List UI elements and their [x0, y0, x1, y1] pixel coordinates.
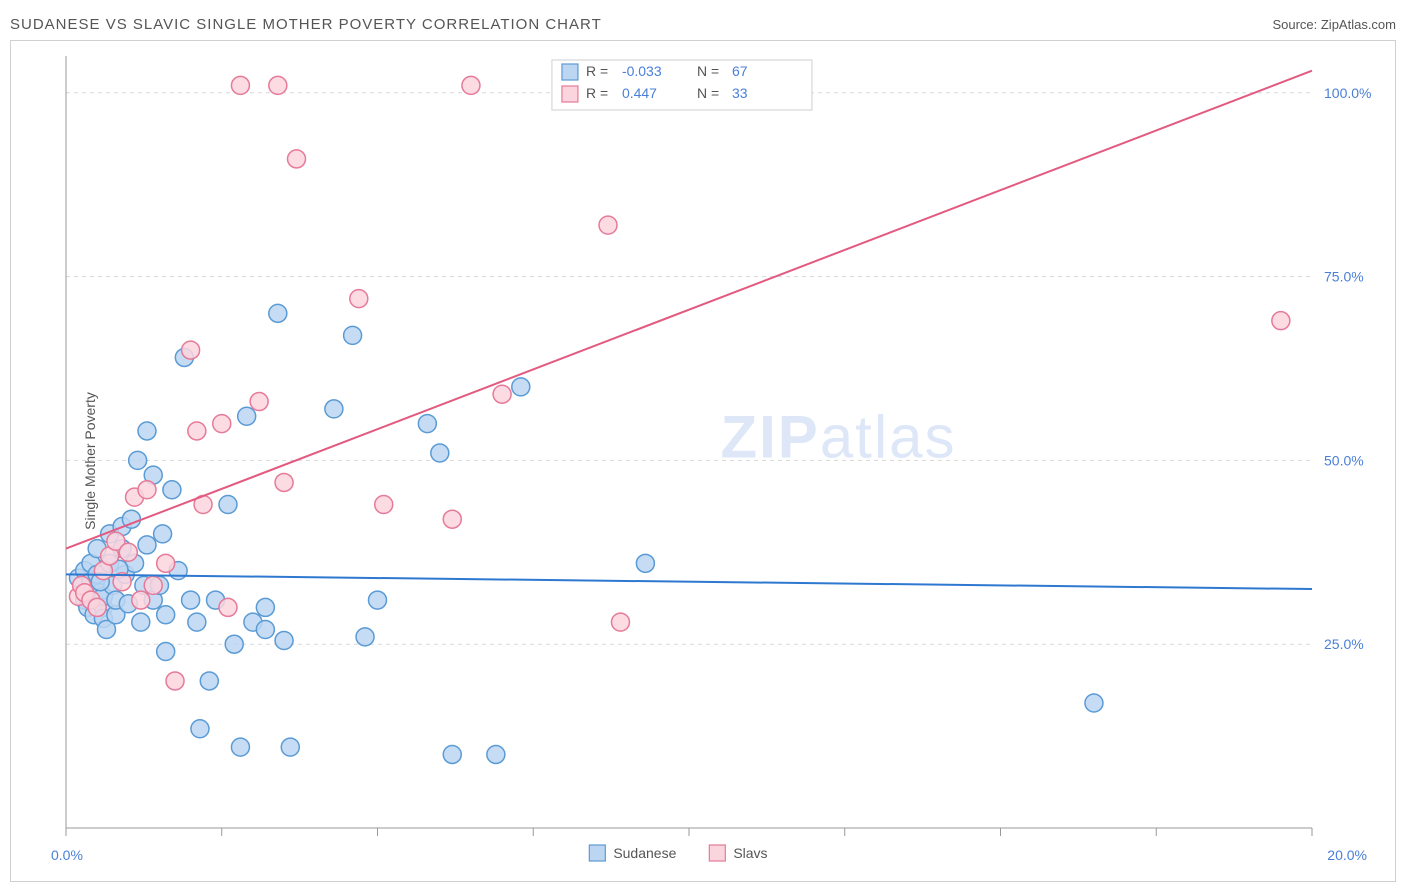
data-point: [182, 591, 200, 609]
data-point: [188, 422, 206, 440]
data-point: [1085, 694, 1103, 712]
data-point: [132, 591, 150, 609]
data-point: [138, 536, 156, 554]
bottom-legend-swatch: [709, 845, 725, 861]
data-point: [443, 510, 461, 528]
source-link[interactable]: ZipAtlas.com: [1321, 17, 1396, 32]
data-point: [493, 385, 511, 403]
legend-r-value: 0.447: [622, 85, 657, 101]
data-point: [163, 481, 181, 499]
bottom-legend-label: Sudanese: [613, 845, 676, 861]
data-point: [157, 606, 175, 624]
data-point: [350, 290, 368, 308]
data-point: [275, 632, 293, 650]
data-point: [443, 745, 461, 763]
x-tick-label: 0.0%: [51, 847, 83, 863]
data-point: [166, 672, 184, 690]
data-point: [281, 738, 299, 756]
legend-n-label: N =: [697, 63, 719, 79]
data-point: [599, 216, 617, 234]
data-point: [269, 304, 287, 322]
data-point: [418, 415, 436, 433]
data-point: [431, 444, 449, 462]
data-point: [213, 415, 231, 433]
source-label: Source: ZipAtlas.com: [1272, 17, 1396, 32]
data-point: [512, 378, 530, 396]
data-point: [269, 76, 287, 94]
data-point: [256, 620, 274, 638]
legend-n-value: 67: [732, 63, 748, 79]
data-point: [487, 745, 505, 763]
y-tick-label: 75.0%: [1324, 269, 1364, 285]
data-point: [238, 407, 256, 425]
data-point: [375, 495, 393, 513]
data-point: [611, 613, 629, 631]
data-point: [636, 554, 654, 572]
chart-container: Single Mother Poverty 25.0% 50.0% 75.0% 100…: [10, 40, 1396, 882]
data-point: [191, 720, 209, 738]
data-point: [144, 576, 162, 594]
legend-r-label: R =: [586, 63, 608, 79]
legend-swatch: [562, 86, 578, 102]
data-point: [1272, 312, 1290, 330]
watermark: ZIPatlas: [720, 403, 956, 470]
title-bar: SUDANESE VS SLAVIC SINGLE MOTHER POVERTY…: [10, 10, 1396, 38]
bottom-legend-label: Slavs: [733, 845, 767, 861]
data-point: [119, 543, 137, 561]
data-point: [182, 341, 200, 359]
chart-title: SUDANESE VS SLAVIC SINGLE MOTHER POVERTY…: [10, 16, 602, 33]
legend-r-label: R =: [586, 85, 608, 101]
data-point: [250, 393, 268, 411]
data-point: [138, 422, 156, 440]
y-tick-label: 100.0%: [1324, 85, 1371, 101]
legend-n-value: 33: [732, 85, 748, 101]
data-point: [188, 613, 206, 631]
legend-swatch: [562, 64, 578, 80]
data-point: [225, 635, 243, 653]
data-point: [154, 525, 172, 543]
y-tick-label: 50.0%: [1324, 452, 1364, 468]
data-point: [157, 554, 175, 572]
data-point: [288, 150, 306, 168]
legend-n-label: N =: [697, 85, 719, 101]
x-tick-label: 20.0%: [1327, 847, 1367, 863]
data-point: [325, 400, 343, 418]
data-point: [132, 613, 150, 631]
data-point: [219, 495, 237, 513]
data-point: [256, 598, 274, 616]
data-point: [462, 76, 480, 94]
data-point: [200, 672, 218, 690]
data-point: [356, 628, 374, 646]
legend-r-value: -0.033: [622, 63, 662, 79]
data-point: [219, 598, 237, 616]
data-point: [157, 643, 175, 661]
y-axis-label: Single Mother Poverty: [82, 392, 98, 530]
trend-line: [66, 574, 1312, 589]
data-point: [369, 591, 387, 609]
bottom-legend-swatch: [589, 845, 605, 861]
y-tick-label: 25.0%: [1324, 636, 1364, 652]
scatter-chart: 25.0% 50.0% 75.0% 100.0% 0.0% 20.0% ZIPatlas R …: [11, 41, 1397, 883]
trend-line: [66, 71, 1312, 549]
data-point: [88, 598, 106, 616]
data-point: [275, 473, 293, 491]
data-point: [231, 76, 249, 94]
data-point: [344, 326, 362, 344]
data-point: [231, 738, 249, 756]
data-point: [129, 451, 147, 469]
data-point: [138, 481, 156, 499]
